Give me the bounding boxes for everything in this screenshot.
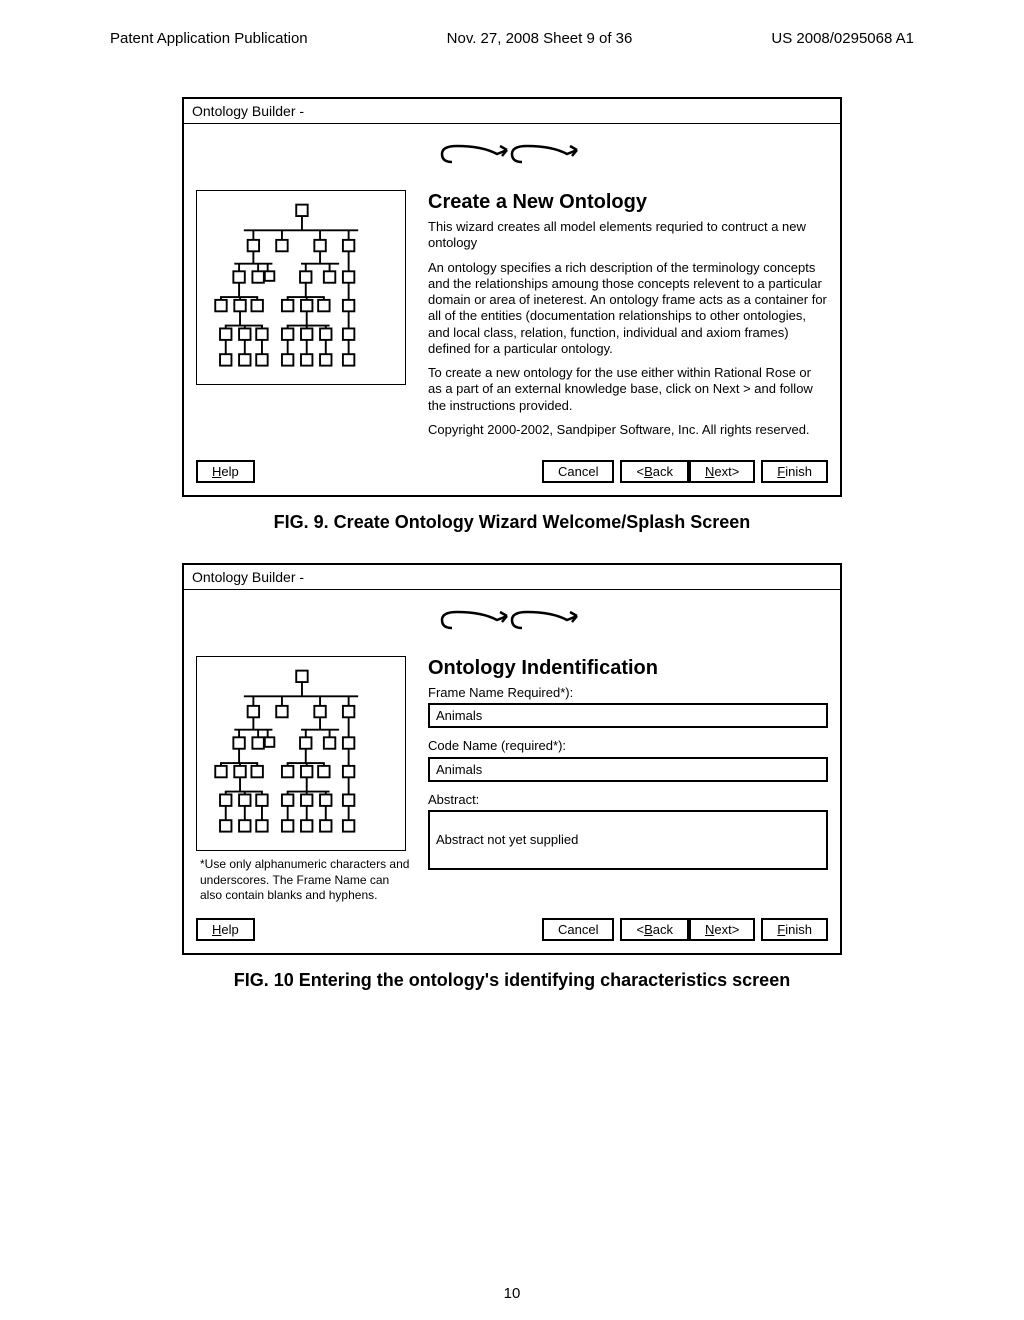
- right-column: Ontology Indentification Frame Name Requ…: [428, 656, 828, 904]
- wizard-dialog-welcome: Ontology Builder -: [182, 97, 842, 497]
- next-button[interactable]: Next>: [689, 460, 755, 483]
- next-button[interactable]: Next>: [689, 918, 755, 941]
- page-header: Patent Application Publication Nov. 27, …: [100, 30, 924, 47]
- header-right: US 2008/0295068 A1: [771, 30, 914, 47]
- help-button[interactable]: Help: [196, 460, 255, 483]
- frame-name-input[interactable]: [428, 703, 828, 728]
- figure-10-caption: FIG. 10 Entering the ontology's identify…: [100, 970, 924, 991]
- tree-graphic-box: [196, 190, 406, 385]
- abstract-input[interactable]: [428, 810, 828, 870]
- cancel-button[interactable]: Cancel: [542, 918, 614, 941]
- tree-icon: [203, 197, 399, 378]
- swirl-icon: [432, 600, 592, 638]
- wizard-description: An ontology specifies a rich description…: [428, 260, 828, 358]
- wizard-intro: This wizard creates all model elements r…: [428, 219, 828, 252]
- logo-swirl: [184, 124, 840, 182]
- back-button[interactable]: <Back: [620, 460, 689, 483]
- wizard-heading: Create a New Ontology: [428, 190, 828, 215]
- code-name-input[interactable]: [428, 757, 828, 782]
- abstract-label: Abstract:: [428, 792, 828, 808]
- header-center: Nov. 27, 2008 Sheet 9 of 36: [447, 30, 633, 47]
- finish-button[interactable]: Finish: [761, 918, 828, 941]
- swirl-icon: [432, 134, 592, 172]
- left-column: [196, 190, 416, 446]
- left-column: *Use only alphanumeric characters and un…: [196, 656, 416, 904]
- cancel-button[interactable]: Cancel: [542, 460, 614, 483]
- copyright-text: Copyright 2000-2002, Sandpiper Software,…: [428, 422, 828, 438]
- back-button[interactable]: <Back: [620, 918, 689, 941]
- logo-swirl: [184, 590, 840, 648]
- header-left: Patent Application Publication: [110, 30, 308, 47]
- title-bar: Ontology Builder -: [184, 565, 840, 590]
- finish-button[interactable]: Finish: [761, 460, 828, 483]
- wizard-instruction: To create a new ontology for the use eit…: [428, 365, 828, 414]
- figure-9-caption: FIG. 9. Create Ontology Wizard Welcome/S…: [100, 512, 924, 533]
- title-bar: Ontology Builder -: [184, 99, 840, 124]
- help-label: elp: [221, 464, 238, 479]
- button-row: Help Cancel <Back Next> Finish: [184, 452, 840, 495]
- help-button[interactable]: Help: [196, 918, 255, 941]
- button-row: Help Cancel <Back Next> Finish: [184, 910, 840, 953]
- code-name-label: Code Name (required*):: [428, 738, 828, 754]
- tree-graphic-box: [196, 656, 406, 851]
- right-column: Create a New Ontology This wizard create…: [428, 190, 828, 446]
- tree-icon: [203, 663, 399, 844]
- side-note: *Use only alphanumeric characters and un…: [196, 857, 416, 904]
- frame-name-label: Frame Name Required*):: [428, 685, 828, 701]
- wizard-heading: Ontology Indentification: [428, 656, 828, 681]
- wizard-dialog-identification: Ontology Builder -: [182, 563, 842, 955]
- page-number: 10: [0, 1285, 1024, 1302]
